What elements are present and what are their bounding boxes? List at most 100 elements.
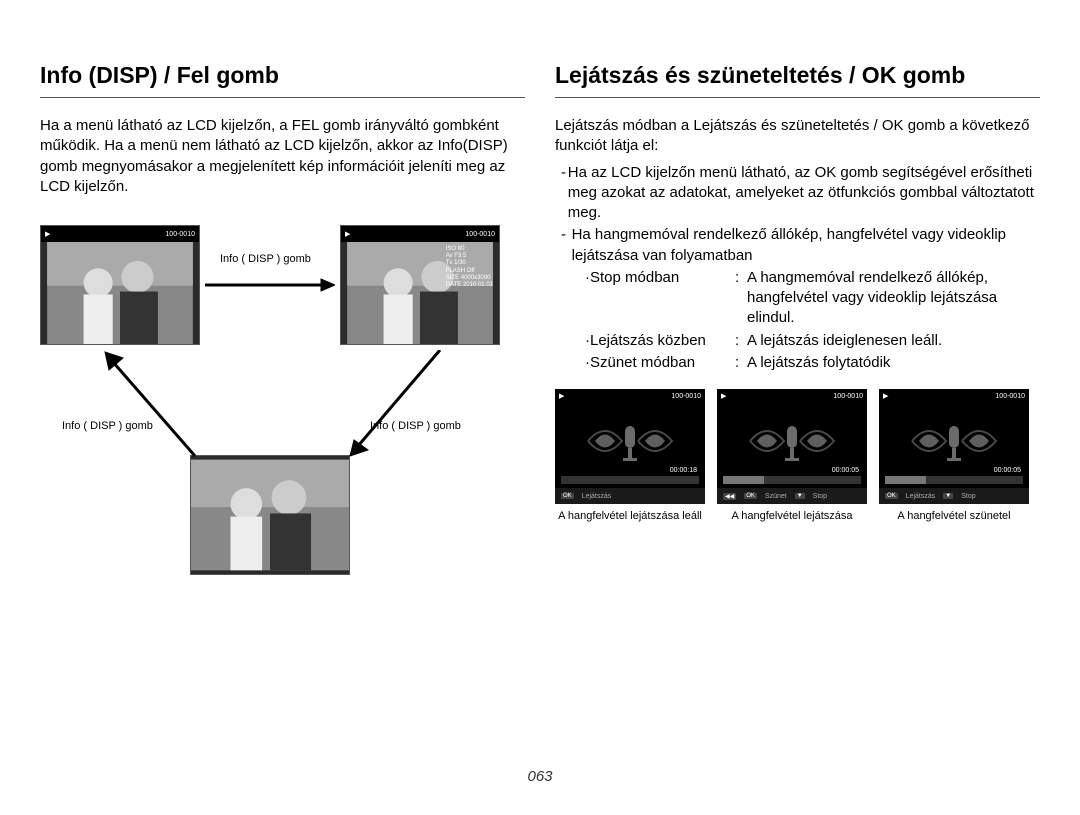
preview-mic: [879, 415, 1029, 467]
control-label: Stop: [813, 493, 827, 500]
progress-fill: [885, 476, 926, 484]
playback-icon: ▶: [45, 230, 50, 238]
preview-caption: A hangfelvétel lejátszása: [731, 510, 852, 522]
control-key: ▼: [943, 493, 953, 499]
control-label: Lejátszás: [582, 493, 612, 500]
mode-pause: ·Szünet módban : A lejátszás folytatódik: [585, 353, 1040, 373]
osd-av: Av F3.5: [446, 253, 493, 260]
progress-bar: [885, 476, 1023, 484]
playback-icon: ▶: [559, 392, 564, 400]
playback-icon: ▶: [721, 392, 726, 400]
thumb-top-right: ▶ 100-0010 ISO 80 Av F3.5 Tv 1/30 FLASH: [340, 225, 500, 345]
control-key: ▼: [795, 493, 805, 499]
microphone-icon: [585, 418, 675, 464]
bullet-1-text: Ha az LCD kijelzőn menü látható, az OK g…: [568, 163, 1040, 224]
colon-sep: :: [735, 353, 747, 373]
preview-controls: OK Lejátszás ▼ Stop: [879, 488, 1029, 504]
preview-topbar: ▶ 100-0010: [555, 389, 705, 403]
left-rule: [40, 97, 525, 98]
preview-topbar: ▶ 100-0010: [879, 389, 1029, 403]
microphone-icon: [909, 418, 999, 464]
mode-stop: ·Stop módban : A hangmemóval rendelkező …: [585, 268, 1040, 329]
left-title: Info (DISP) / Fel gomb: [40, 62, 525, 89]
right-intro: Lejátszás módban a Lejátszás és szünetel…: [555, 116, 1040, 157]
right-title: Lejátszás és szüneteltetés / OK gomb: [555, 62, 1040, 89]
arrow-right-icon: [205, 275, 335, 295]
progress-bar: [561, 476, 699, 484]
control-label: Lejátszás: [906, 493, 936, 500]
osd-flash: FLASH Off: [446, 268, 493, 275]
control-key: ◀◀: [723, 493, 736, 500]
osd-tv: Tv 1/30: [446, 260, 493, 267]
thumb-counter: 100-0010: [465, 231, 495, 238]
playback-icon: ▶: [345, 230, 350, 238]
left-body: Ha a menü látható az LCD kijelzőn, a FEL…: [40, 116, 525, 197]
mode-stop-value: A hangmemóval rendelkező állókép, hangfe…: [747, 268, 1040, 329]
arrow-a-label: Info ( DISP ) gomb: [220, 253, 311, 265]
preview-counter: 100-0010: [995, 393, 1025, 400]
preview-counter: 100-0010: [671, 393, 701, 400]
thumb-topbar: ▶ 100-0010: [41, 226, 199, 242]
mode-pause-label: ·Szünet módban: [585, 353, 735, 373]
page-number: 063: [527, 768, 552, 785]
right-bullets: - Ha az LCD kijelzőn menü látható, az OK…: [561, 163, 1040, 268]
arrow-up-left-icon: [95, 350, 205, 460]
bullet-2-text: Ha hangmemóval rendelkező állókép, hangf…: [572, 225, 1040, 266]
disp-diagram: ▶ 100-0010 ▶ 100-0010: [40, 225, 520, 605]
wedding-photo-placeholder: [191, 456, 349, 574]
bullet-1: - Ha az LCD kijelzőn menü látható, az OK…: [561, 163, 1040, 224]
colon-sep: :: [735, 331, 747, 351]
mode-pause-value: A lejátszás folytatódik: [747, 353, 1040, 373]
thumb-photo: [41, 242, 199, 344]
thumb-counter: 100-0010: [165, 231, 195, 238]
control-key: OK: [885, 493, 898, 499]
preview-screen: ▶ 100-0010 00:00:18 OK Lejátszás: [555, 389, 705, 504]
preview-topbar: ▶ 100-0010: [717, 389, 867, 403]
arrow-b-label: Info ( DISP ) gomb: [370, 420, 461, 432]
preview-controls: OK Lejátszás: [555, 488, 705, 504]
mode-play: ·Lejátszás közben : A lejátszás ideiglen…: [585, 331, 1040, 351]
modes-list: ·Stop módban : A hangmemóval rendelkező …: [585, 268, 1040, 375]
bullet-2: - Ha hangmemóval rendelkező állókép, han…: [561, 225, 1040, 266]
preview-3: ▶100-001000:00:05OKLejátszás▼StopA hangf…: [879, 389, 1029, 522]
preview-counter: 100-0010: [833, 393, 863, 400]
mode-play-label: ·Lejátszás közben: [585, 331, 735, 351]
mode-stop-label: ·Stop módban: [585, 268, 735, 329]
microphone-icon: [747, 418, 837, 464]
wedding-photo-placeholder: [41, 242, 199, 344]
preview-mic: [555, 415, 705, 467]
control-label: Stop: [961, 493, 975, 500]
preview-time: 00:00:05: [832, 467, 859, 474]
control-key: OK: [744, 493, 757, 499]
thumb-photo: [191, 456, 349, 574]
preview-1: ▶ 100-0010 00:00:18 OK Lejátszás A hangfelvét…: [555, 389, 705, 522]
playback-icon: ▶: [883, 392, 888, 400]
osd-iso: ISO 80: [446, 246, 493, 253]
preview-row: ▶ 100-0010 00:00:18 OK Lejátszás A hangfelvét…: [555, 389, 1040, 522]
left-column: Info (DISP) / Fel gomb Ha a menü látható…: [40, 62, 525, 605]
progress-bar: [723, 476, 861, 484]
osd-date: DATE 2010.01.01: [446, 282, 493, 289]
arrow-c-label: Info ( DISP ) gomb: [62, 420, 153, 432]
control-label: Szünet: [765, 493, 787, 500]
dash-icon: -: [561, 163, 568, 224]
thumb-top-left: ▶ 100-0010: [40, 225, 200, 345]
preview-caption: A hangfelvétel szünetel: [897, 510, 1010, 522]
thumb-osd: ISO 80 Av F3.5 Tv 1/30 FLASH Off SIZE 40…: [446, 246, 493, 289]
preview-2: ▶ 100-0010 00:00:05 ◀◀ OK Szünet ▼ Stop A hangfe…: [717, 389, 867, 522]
progress-fill: [723, 476, 764, 484]
mode-play-value: A lejátszás ideiglenesen leáll.: [747, 331, 1040, 351]
preview-mic: [717, 415, 867, 467]
colon-sep: :: [735, 268, 747, 329]
right-column: Lejátszás és szüneteltetés / OK gomb Lej…: [555, 62, 1040, 605]
preview-time: 00:00:18: [670, 467, 697, 474]
control-key: OK: [561, 493, 574, 499]
preview-caption: A hangfelvétel lejátszása leáll: [558, 510, 702, 522]
osd-size: SIZE 4000x3000: [446, 275, 493, 282]
preview-screen: ▶100-001000:00:05OKLejátszás▼Stop: [879, 389, 1029, 504]
right-rule: [555, 97, 1040, 98]
page: Info (DISP) / Fel gomb Ha a menü látható…: [0, 0, 1080, 645]
dash-icon: -: [561, 225, 572, 266]
preview-controls: ◀◀ OK Szünet ▼ Stop: [717, 488, 867, 504]
arrow-down-left-icon: [340, 350, 460, 460]
